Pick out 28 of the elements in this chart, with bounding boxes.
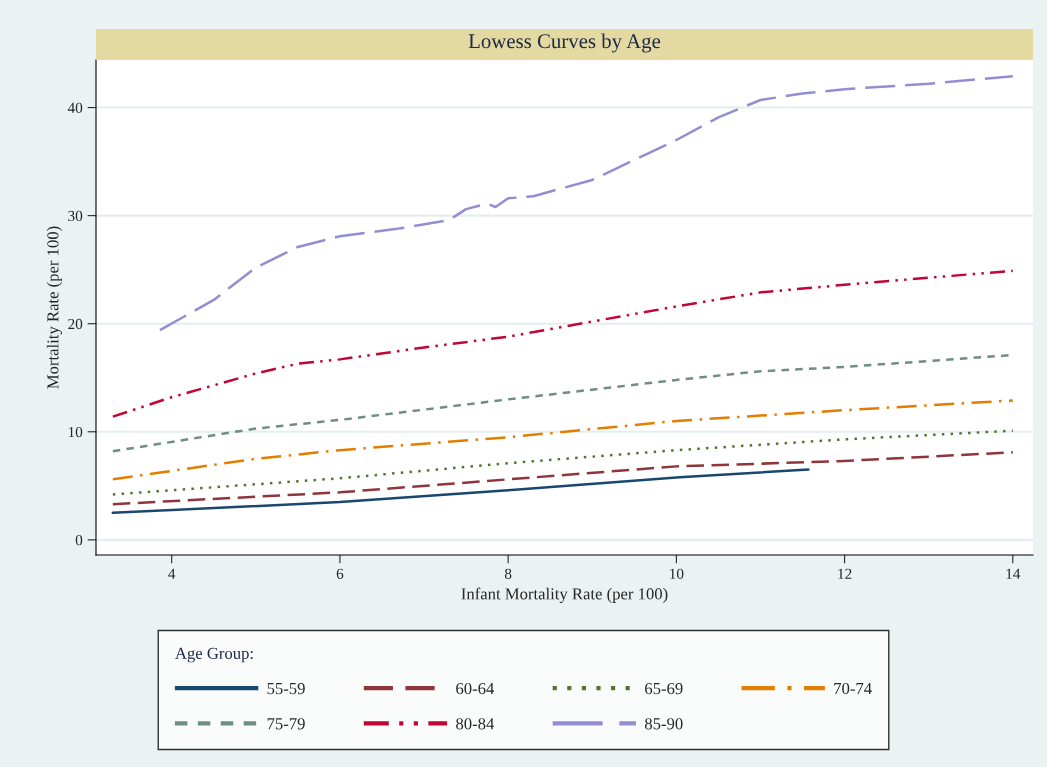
- legend-label: 80-84: [456, 718, 495, 730]
- legend-label: 70-74: [834, 682, 872, 695]
- y-axis-title: Mortality Rate (per 100): [46, 226, 62, 389]
- line-series: [111, 429, 1015, 496]
- x-tick-label: 8: [504, 568, 512, 579]
- x-tick-label: 6: [336, 568, 344, 579]
- x-tick-label: 12: [838, 568, 852, 579]
- legend-title: Age Group:: [175, 647, 253, 663]
- legend-label: 75-79: [267, 718, 305, 730]
- x-axis-title: Infant Mortality Rate (per 100): [461, 587, 668, 603]
- x-tick-label: 14: [1006, 568, 1021, 579]
- legend-label: 65-69: [645, 682, 683, 695]
- y-tick-label: 10: [68, 426, 83, 438]
- x-tick-label: 4: [168, 568, 176, 579]
- line-series: [111, 468, 810, 515]
- y-tick-label: 0: [75, 535, 83, 546]
- line-series: [111, 399, 1015, 481]
- line-series: [111, 269, 1015, 418]
- legend-label: 85-90: [644, 718, 683, 730]
- y-tick-label: 20: [68, 318, 83, 330]
- x-tick-label: 10: [670, 568, 684, 579]
- line-series: [158, 74, 1015, 332]
- legend-label: 60-64: [456, 682, 495, 695]
- line-series: [111, 451, 1015, 506]
- legend-label: 55-59: [267, 682, 305, 695]
- y-tick-label: 40: [67, 102, 83, 114]
- y-tick-label: 30: [68, 210, 83, 222]
- chart-title: Lowess Curves by Age: [468, 33, 661, 53]
